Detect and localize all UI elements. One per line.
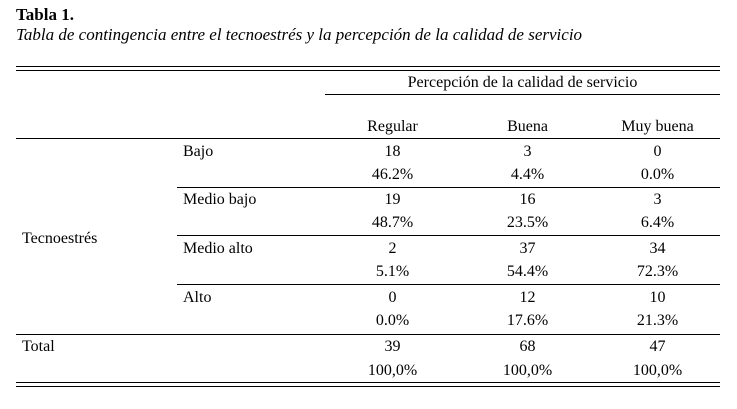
- percent-cell: 46.2%: [371, 166, 414, 183]
- table-title: Tabla de contingencia entre el tecnoestr…: [16, 25, 583, 44]
- percent-cell: 0.0%: [640, 166, 675, 183]
- count-cell: 18: [384, 143, 401, 160]
- count-cell: 10: [649, 289, 666, 306]
- row-rule: [177, 284, 720, 285]
- bottom-rule-2: [16, 386, 720, 387]
- row-rule: [177, 187, 720, 188]
- total-percent-cell: 100,0%: [632, 362, 683, 379]
- count-cell: 34: [649, 240, 666, 257]
- total-count-cell: 47: [649, 338, 666, 355]
- percent-cell: 21.3%: [636, 312, 679, 329]
- count-cell: 12: [519, 289, 536, 306]
- count-cell: 2: [388, 240, 397, 257]
- count-cell: 3: [653, 191, 662, 208]
- group-header-rule: [325, 94, 720, 95]
- percent-cell: 6.4%: [640, 214, 675, 231]
- total-label: Total: [22, 338, 55, 355]
- total-rule: [16, 334, 720, 335]
- count-cell: 0: [388, 289, 397, 306]
- percent-cell: 5.1%: [375, 263, 410, 280]
- percent-cell: 23.5%: [506, 214, 549, 231]
- table-label: Tabla 1.: [16, 5, 74, 24]
- row-label-alto: Alto: [183, 289, 212, 306]
- percent-cell: 4.4%: [510, 166, 545, 183]
- total-count-cell: 68: [519, 338, 536, 355]
- count-cell: 37: [519, 240, 536, 257]
- group-header: Percepción de la calidad de servicio: [407, 74, 638, 91]
- column-header-buena: Buena: [507, 118, 548, 135]
- row-label-medio-alto: Medio alto: [183, 240, 253, 257]
- bottom-rule-1: [16, 382, 720, 383]
- row-rule: [177, 235, 720, 236]
- row-group-label: Tecnoestrés: [22, 230, 98, 247]
- total-percent-cell: 100,0%: [502, 362, 553, 379]
- top-rule-2: [16, 70, 720, 71]
- percent-cell: 72.3%: [636, 263, 679, 280]
- top-rule-1: [16, 66, 720, 67]
- row-label-bajo: Bajo: [183, 143, 214, 160]
- count-cell: 3: [523, 143, 532, 160]
- row-label-medio-bajo: Medio bajo: [183, 191, 257, 208]
- count-cell: 0: [653, 143, 662, 160]
- percent-cell: 48.7%: [371, 214, 414, 231]
- percent-cell: 0.0%: [375, 312, 410, 329]
- header-rule: [16, 138, 720, 139]
- total-count-cell: 39: [384, 338, 401, 355]
- column-header-regular: Regular: [367, 118, 418, 135]
- count-cell: 16: [519, 191, 536, 208]
- total-percent-cell: 100,0%: [367, 362, 418, 379]
- percent-cell: 54.4%: [506, 263, 549, 280]
- column-header-muy-buena: Muy buena: [621, 118, 694, 135]
- percent-cell: 17.6%: [506, 312, 549, 329]
- count-cell: 19: [384, 191, 401, 208]
